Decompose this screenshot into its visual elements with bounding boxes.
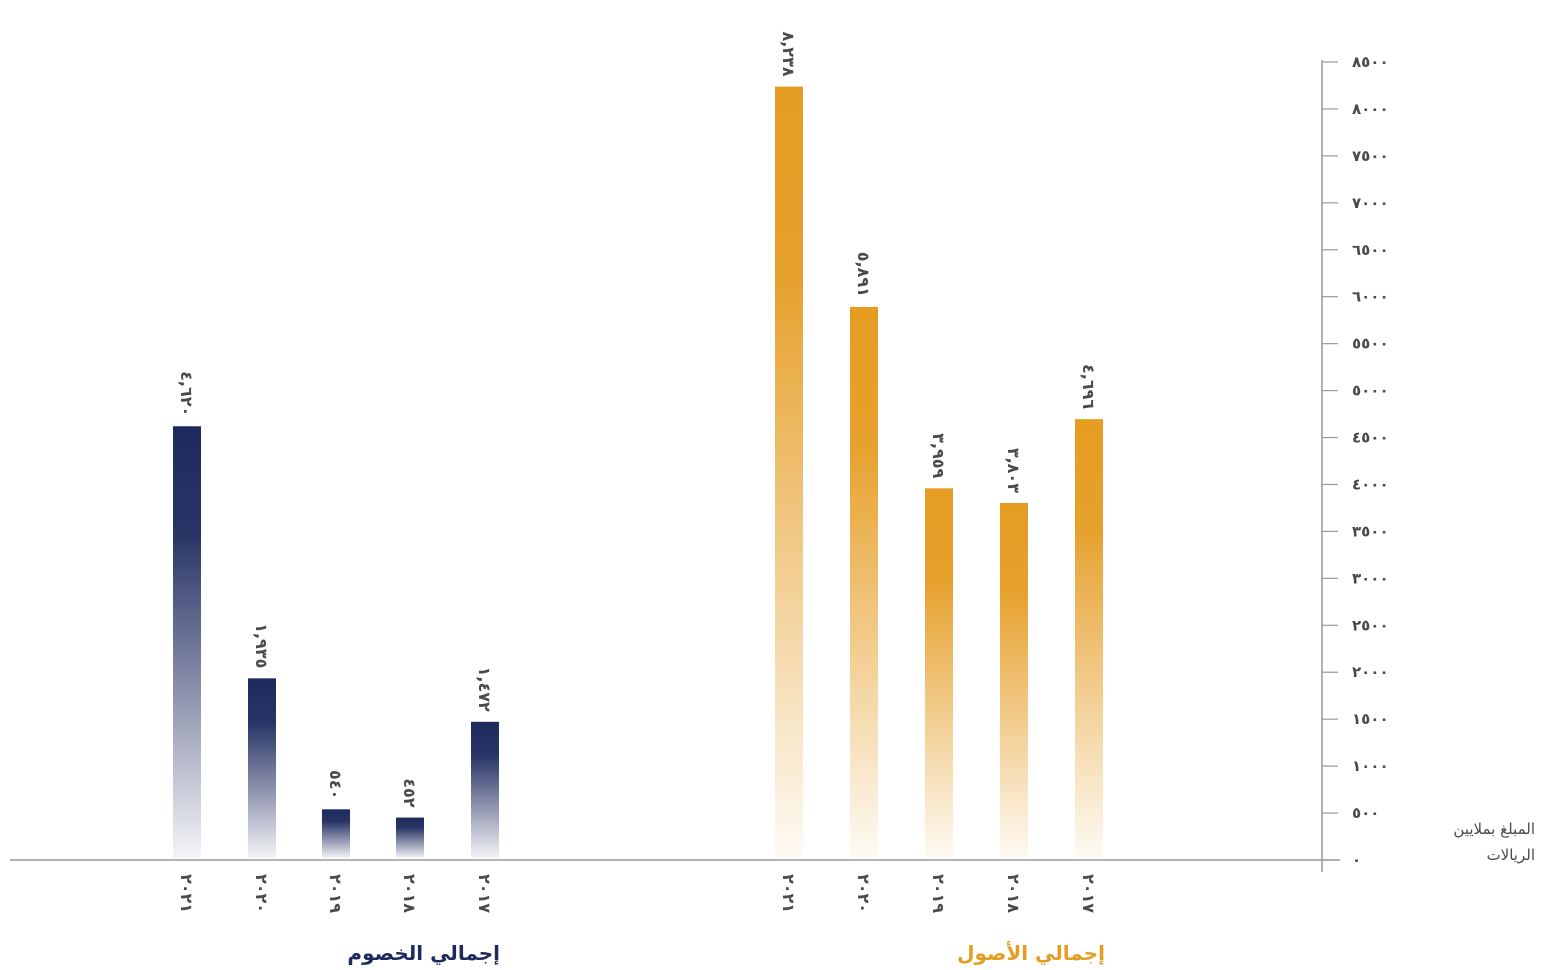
y-tick-label: ١٠٠٠ bbox=[1352, 757, 1389, 775]
y-tick-label: ٣٠٠٠ bbox=[1352, 569, 1389, 587]
series-label-assets: إجمالي الأصول bbox=[957, 940, 1105, 966]
x-tick-label: ٢٠٢٠ bbox=[252, 874, 271, 913]
y-tick-label: ٨٥٠٠ bbox=[1352, 53, 1389, 71]
bar bbox=[1075, 419, 1103, 858]
y-tick-label: ٤٠٠٠ bbox=[1352, 475, 1389, 493]
bar bbox=[322, 809, 350, 858]
bar-value-label: ١,٩٣٥ bbox=[252, 623, 271, 668]
y-tick-label: ٥٠٠ bbox=[1352, 804, 1379, 822]
y-axis-label-line1: المبلغ بملايين bbox=[1453, 820, 1535, 838]
y-tick-label: ٦٠٠٠ bbox=[1352, 288, 1389, 306]
y-tick-label: ٢٠٠٠ bbox=[1352, 663, 1389, 681]
x-tick-label: ٢٠١٧ bbox=[1079, 874, 1098, 913]
y-tick-label: ١٥٠٠ bbox=[1352, 710, 1389, 728]
bar-value-label: ٣,٩٥٩ bbox=[929, 433, 948, 478]
y-tick-label: ٢٥٠٠ bbox=[1352, 616, 1389, 634]
bar-value-label: ١,٤٧٢ bbox=[475, 667, 494, 712]
x-tick-label: ٢٠١٩ bbox=[326, 874, 345, 913]
bar-value-label: ٤٥٢ bbox=[400, 778, 419, 808]
y-tick-label: ٧٥٠٠ bbox=[1352, 147, 1389, 165]
bar-value-label: ٤,٦٢٠ bbox=[177, 371, 196, 416]
x-tick-label: ٢٠٢١ bbox=[177, 874, 196, 913]
bar bbox=[850, 306, 878, 858]
bar bbox=[775, 86, 803, 859]
y-tick-label: ٣٥٠٠ bbox=[1352, 522, 1389, 540]
y-tick-label: ٤٥٠٠ bbox=[1352, 429, 1389, 447]
x-tick-label: ٢٠١٨ bbox=[1004, 874, 1023, 913]
bar-value-label: ٤,٦٩٦ bbox=[1079, 364, 1098, 409]
bars: ٤,٦٩٦ ٢٠١٧ ٣,٨٠٣ ٢٠١٨ ٣,٩٥٩ ٢٠١٩ ٥,٨٩١ ٢٠٢٠ ٨,٢٣… bbox=[173, 31, 1103, 913]
bar bbox=[1000, 502, 1028, 858]
bar bbox=[471, 721, 499, 858]
series-label-liabilities: إجمالي الخصوم bbox=[347, 941, 500, 966]
x-tick-label: ٢٠١٨ bbox=[400, 874, 419, 913]
y-tick-label: ٥٠٠٠ bbox=[1352, 382, 1389, 400]
bar-value-label: ٥,٨٩١ bbox=[854, 252, 873, 297]
x-tick-label: ٢٠٢٠ bbox=[854, 874, 873, 913]
x-tick-label: ٢٠١٩ bbox=[929, 874, 948, 913]
bar bbox=[396, 817, 424, 858]
x-tick-label: ٢٠٢١ bbox=[779, 874, 798, 913]
y-axis-ticks: ٠ ٥٠٠ ١٠٠٠ ١٥٠٠ ٢٠٠٠ ٢٥٠٠ ٣٠٠٠ ٣٥٠٠ ٤٠٠٠ ٤٥٠٠ ٥٠٠٠… bbox=[1322, 53, 1389, 869]
bar-value-label: ٣,٨٠٣ bbox=[1004, 448, 1023, 493]
y-tick-label: ٥٥٠٠ bbox=[1352, 335, 1389, 353]
bar bbox=[248, 678, 276, 858]
x-tick-label: ٢٠١٧ bbox=[475, 874, 494, 913]
bar bbox=[925, 488, 953, 858]
y-tick-label: ٧٠٠٠ bbox=[1352, 194, 1389, 212]
bar-value-label: ٨,٢٣٨ bbox=[779, 31, 798, 76]
bar-value-label: ٥٤٠ bbox=[326, 770, 345, 799]
y-axis-label-line2: الريالات bbox=[1487, 846, 1535, 864]
y-tick-label: ٠ bbox=[1352, 851, 1361, 869]
y-tick-label: ٦٥٠٠ bbox=[1352, 241, 1389, 259]
y-tick-label: ٨٠٠٠ bbox=[1352, 100, 1389, 118]
bar bbox=[173, 426, 201, 858]
